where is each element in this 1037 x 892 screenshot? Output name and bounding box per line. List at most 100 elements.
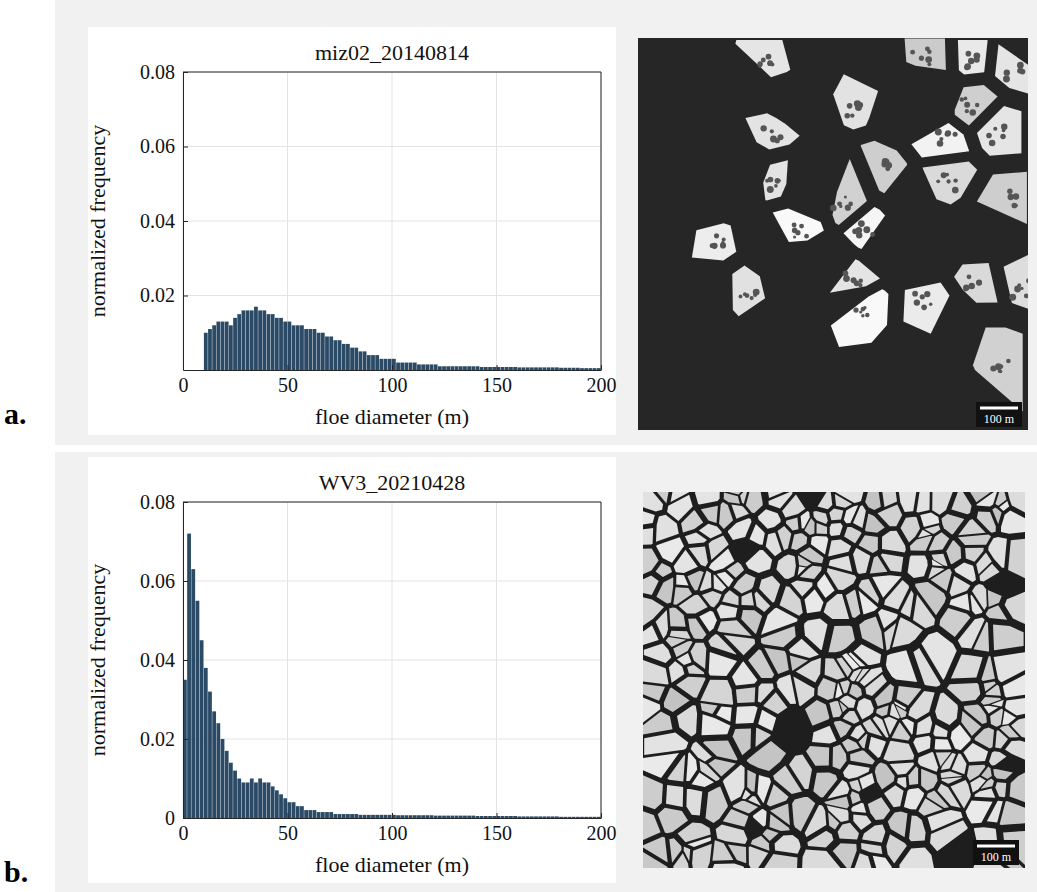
histogram-bar [359, 815, 363, 818]
histogram-bar [317, 333, 321, 370]
tick-mark [183, 581, 188, 582]
floe-texture [710, 243, 715, 248]
tick: 0.04 [140, 649, 188, 671]
histogram-bar [576, 817, 580, 818]
ice-floe [883, 741, 914, 761]
floe-texture [1003, 76, 1010, 83]
floe-texture [859, 310, 862, 313]
ice-floe [899, 492, 917, 512]
ice-floe [714, 575, 727, 592]
histogram-bar [476, 366, 480, 370]
tick-label: 0.06 [140, 570, 175, 592]
histogram-bar [455, 816, 459, 818]
ice-floe [908, 766, 918, 785]
histogram-bar [488, 367, 492, 370]
ice-floe [901, 517, 921, 543]
ice-floe [930, 820, 968, 851]
chart-background [88, 27, 616, 435]
floe-texture [969, 109, 976, 116]
histogram-bar [325, 812, 329, 818]
histogram-bar [421, 364, 425, 370]
ice-floe [918, 752, 938, 772]
histogram-bar [451, 366, 455, 370]
ice-floe [804, 518, 814, 535]
floe-texture [1007, 189, 1012, 194]
histogram-bar [388, 359, 392, 370]
ice-floe [935, 739, 952, 750]
ice-floe [909, 816, 926, 842]
floe-texture [774, 184, 778, 188]
floe-texture [999, 369, 1003, 373]
tick: 50 [278, 813, 298, 844]
ice-floe [699, 524, 722, 539]
histogram-bar [187, 534, 191, 818]
ice-floe [773, 208, 824, 242]
ice-floe [733, 728, 751, 755]
ice-floe [861, 843, 882, 854]
ice-floe [941, 771, 963, 778]
ice-floe [1005, 741, 1025, 761]
ice-floe [977, 172, 1027, 224]
ice-floe [835, 494, 852, 508]
ice-floe [857, 698, 874, 720]
ice-floe [717, 620, 752, 636]
ice-floe [1007, 492, 1025, 514]
ice-floe [890, 763, 914, 775]
histogram-bar [346, 344, 350, 370]
ice-floe [691, 643, 707, 669]
ice-floe [916, 492, 929, 513]
tick-label: 50 [278, 822, 298, 844]
floe-texture [760, 125, 766, 131]
ice-floe [913, 736, 931, 753]
ice-image [638, 38, 1028, 430]
ice-floe [732, 266, 765, 317]
ice-floe [1003, 674, 1025, 697]
floe-texture [739, 295, 743, 299]
ice-floe [643, 837, 668, 863]
tick-label: 100 [378, 374, 408, 396]
histogram-bar [338, 340, 342, 370]
histogram-bar [283, 322, 287, 370]
histogram-bar [551, 367, 555, 370]
tick: 100 [378, 365, 408, 396]
histogram-bar [526, 367, 530, 370]
ice-floe [859, 773, 874, 789]
histogram-bar [288, 322, 292, 370]
histogram-bar [384, 359, 388, 370]
ice-floe [850, 750, 875, 764]
ice-floe [644, 644, 672, 664]
floe-texture [777, 134, 783, 140]
histogram-bar [221, 322, 225, 370]
tick-label: 0 [165, 807, 175, 829]
histogram-bar [438, 816, 442, 818]
histogram-bar [313, 329, 317, 370]
tick-label: 150 [482, 374, 512, 396]
ice-floe [863, 719, 883, 737]
ice-floe [981, 766, 992, 779]
ice-floe [850, 791, 860, 804]
histogram-bar [363, 815, 367, 818]
histogram-bar [463, 816, 467, 818]
histogram-bar [488, 816, 492, 818]
histogram-bar [555, 816, 559, 818]
ice-floe [805, 589, 824, 613]
floe-texture [804, 234, 809, 239]
floe-texture [792, 228, 798, 234]
ice-floe [853, 505, 866, 528]
grid-line [183, 581, 601, 582]
ice-floe [833, 74, 878, 129]
grid-line [183, 221, 601, 222]
histogram-bar [250, 310, 254, 370]
histogram-bar [375, 815, 379, 818]
histogram-bar [371, 355, 375, 370]
ice-floe [1001, 511, 1025, 534]
floe-texture [1008, 194, 1014, 200]
y-axis: 00.020.040.060.08 [140, 491, 188, 829]
histogram-bar [292, 802, 296, 818]
ice-floe [818, 678, 836, 700]
ice-floe [701, 703, 718, 714]
histogram-bar [367, 815, 371, 818]
ice-floe [792, 797, 815, 832]
histogram-bar [534, 816, 538, 818]
ice-floe [829, 556, 853, 572]
